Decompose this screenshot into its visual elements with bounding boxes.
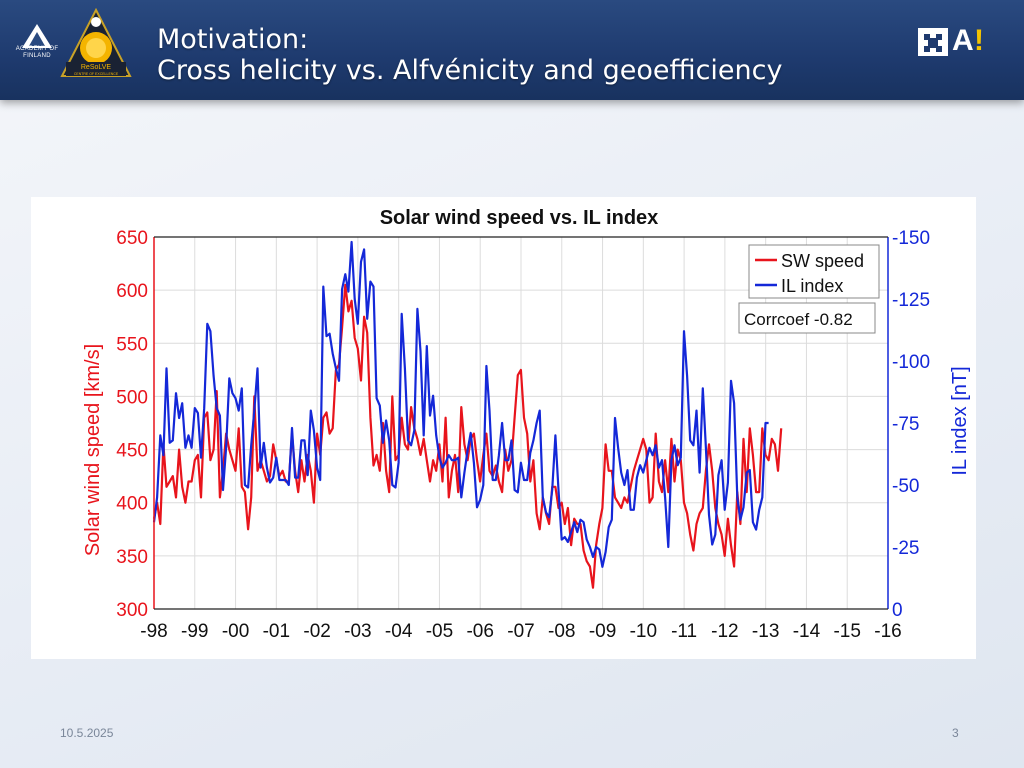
- left-axis-label: Solar wind speed [km/s]: [82, 344, 104, 556]
- slide-page-number: 3: [952, 726, 959, 740]
- slide-title-line-2: Cross helicity vs. Alfvénicity and geoef…: [157, 55, 783, 86]
- legend-label-sw: SW speed: [781, 251, 864, 271]
- aalto-logo-mark: [918, 28, 948, 56]
- left-tick-label: 300: [116, 600, 148, 621]
- corrcoef-annotation: Corrcoef -0.82: [738, 302, 876, 334]
- x-tick-label: -98: [140, 621, 167, 642]
- x-tick-label: -07: [507, 621, 534, 642]
- chart-series: [152, 240, 783, 589]
- legend-box: [748, 244, 880, 299]
- x-axis-ticks: -98 -99 -00 -01 -02 -03 -04 -05 -06 -07 -08 -09 -10-…: [140, 621, 901, 642]
- chart-legend: SW speed IL index: [748, 244, 880, 299]
- right-tick-label: -50: [892, 476, 919, 497]
- series-line-sw-speed: [152, 283, 783, 589]
- x-tick-label: -11: [671, 621, 697, 642]
- resolve-logo-text: ReSoLVE: [81, 64, 112, 71]
- x-tick-label: -03: [344, 621, 371, 642]
- left-tick-label: 650: [116, 228, 148, 249]
- right-tick-label: -25: [892, 538, 919, 559]
- series-line-il-index: [152, 240, 769, 568]
- left-tick-label: 400: [116, 494, 148, 515]
- resolve-centre-logo: ReSoLVE CENTRE OF EXCELLENCE: [60, 8, 132, 77]
- left-tick-label: 350: [116, 547, 148, 568]
- x-tick-label: -16: [874, 621, 901, 642]
- annotation-text: Corrcoef -0.82: [744, 310, 853, 329]
- aalto-logo-letter: A: [952, 24, 974, 57]
- right-tick-label: -125: [892, 290, 930, 311]
- x-tick-label: -01: [263, 621, 290, 642]
- slide-header: ACADEMY OF FINLAND ReSoLVE CENTRE OF EXC…: [0, 0, 1024, 100]
- academy-of-finland-logo: [22, 24, 52, 48]
- slide-title: Motivation: Cross helicity vs. Alfvénici…: [157, 24, 782, 86]
- annotation-box: [738, 302, 876, 334]
- right-tick-label: 0: [892, 600, 903, 621]
- x-tick-label: -08: [548, 621, 575, 642]
- left-tick-label: 550: [116, 334, 148, 355]
- x-tick-label: -09: [589, 621, 616, 642]
- aalto-logo: A !: [918, 24, 990, 58]
- left-tick-label: 500: [116, 387, 148, 408]
- chart-title: Solar wind speed vs. IL index: [380, 207, 659, 229]
- x-tick-label: -10: [630, 621, 657, 642]
- slide-date: 10.5.2025: [60, 726, 114, 740]
- line-chart: 300 350 400 450 500 550 600 650 0 -25 -50 -75 -100 -…: [82, 207, 971, 642]
- aalto-logo-accent: !: [974, 24, 984, 57]
- x-tick-label: -99: [181, 621, 208, 642]
- x-tick-label: -15: [833, 621, 860, 642]
- right-tick-label: -100: [892, 352, 930, 373]
- legend-label-il: IL index: [781, 276, 843, 296]
- academy-of-finland-logo-text: ACADEMY OF FINLAND: [15, 46, 59, 59]
- x-tick-label: -14: [793, 621, 821, 642]
- x-tick-label: -00: [222, 621, 249, 642]
- chart-container: 300 350 400 450 500 550 600 650 0 -25 -50 -75 -100 -…: [31, 197, 976, 659]
- chart-axes: [153, 236, 889, 610]
- x-tick-label: -12: [711, 621, 738, 642]
- right-tick-label: -150: [892, 228, 930, 249]
- x-tick-label: -06: [466, 621, 493, 642]
- x-tick-label: -05: [426, 621, 453, 642]
- left-axis-ticks: 300 350 400 450 500 550 600 650: [116, 228, 148, 621]
- left-tick-label: 600: [116, 281, 148, 302]
- x-tick-label: -04: [385, 621, 413, 642]
- resolve-logo-subtext: CENTRE OF EXCELLENCE: [74, 72, 119, 76]
- x-tick-label: -02: [303, 621, 330, 642]
- right-axis-label: IL index [nT]: [949, 366, 971, 475]
- right-tick-label: -75: [892, 414, 919, 435]
- right-axis-ticks: 0 -25 -50 -75 -100 -125 -150: [892, 228, 930, 621]
- x-tick-label: -13: [752, 621, 779, 642]
- slide-title-line-1: Motivation:: [157, 24, 309, 55]
- left-tick-label: 450: [116, 441, 148, 462]
